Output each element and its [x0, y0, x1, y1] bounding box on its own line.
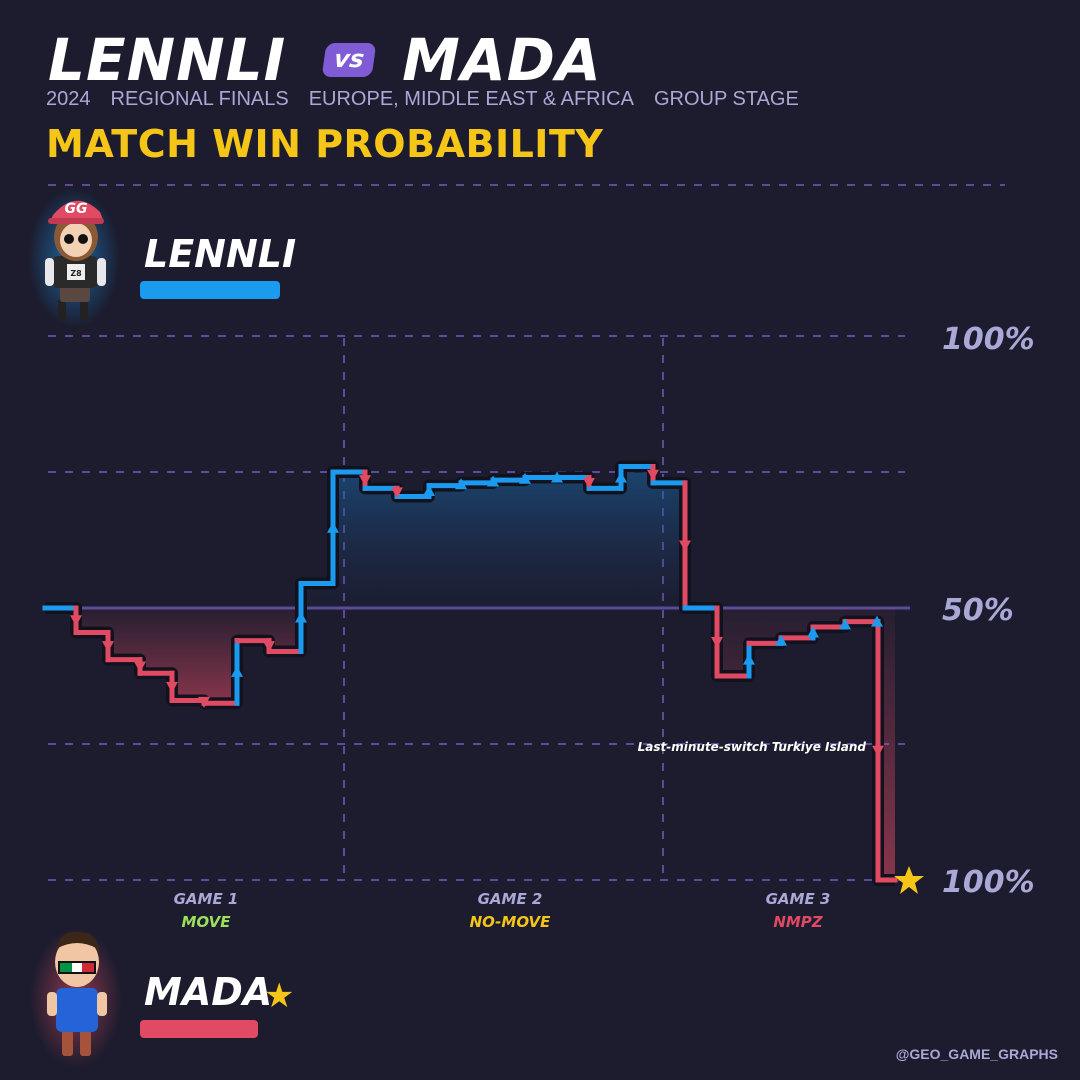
- mada-point-marker: [872, 745, 884, 757]
- lennli-avatar: Z8 GG: [28, 188, 120, 328]
- player-bottom-name: MADA: [144, 970, 273, 1014]
- mada-point-marker: [359, 475, 371, 487]
- mada-point-marker: [134, 661, 146, 673]
- mada-point-marker: [711, 637, 723, 648]
- watermark: @GEO_GAME_GRAPHS: [895, 1046, 1058, 1062]
- mada-point-marker: [583, 477, 595, 489]
- annotation-switch: Last-minute-switch Turkiye Island: [638, 740, 867, 754]
- meta-region: EUROPE, MIDDLE EAST & AFRICA: [308, 88, 634, 110]
- lennli-point-marker: [327, 521, 339, 533]
- game-1-label: GAME 1: [174, 890, 239, 908]
- game-2-label: GAME 2: [478, 890, 543, 908]
- y-tick-mid: 50%: [942, 593, 1014, 628]
- mada-avatar: [30, 928, 122, 1068]
- meta-year: 2024: [46, 88, 91, 110]
- y-tick-top: 100%: [942, 322, 1035, 357]
- lennli-point-marker: [423, 485, 435, 497]
- lennli-point-marker: [487, 475, 499, 487]
- game-3-label: GAME 3: [766, 890, 831, 908]
- lennli-point-marker: [775, 634, 787, 646]
- player-top-name: LENNLI: [144, 232, 297, 276]
- lennli-point-marker: [231, 665, 243, 677]
- lennli-point-marker: [455, 478, 467, 490]
- player-bottom-color-bar: [140, 1020, 258, 1038]
- mada-point-marker: [391, 487, 403, 499]
- player2-title: MADA: [402, 26, 602, 94]
- title-row: LENNLI vs MADA: [48, 28, 602, 92]
- game-1-mode: MOVE: [182, 913, 232, 931]
- lennli-point-marker: [519, 472, 531, 484]
- lennli-point-marker: [807, 626, 819, 638]
- meta-stage: GROUP STAGE: [653, 88, 799, 110]
- mada-point-marker: [263, 641, 275, 653]
- lennli-point-marker: [871, 615, 883, 627]
- mada-point-marker: [166, 681, 178, 693]
- mada-point-marker: [70, 615, 82, 627]
- winner-star-icon-label: ★: [264, 976, 295, 1016]
- winner-star-icon: [894, 866, 924, 894]
- player-top-color-bar: [140, 281, 280, 299]
- match-meta: 2024 REGIONAL FINALS EUROPE, MIDDLE EAST…: [46, 88, 799, 111]
- mada-point-marker: [679, 540, 691, 552]
- lennli-point-marker: [743, 653, 755, 665]
- area-fill: [76, 466, 895, 880]
- cap-text: GG: [65, 201, 88, 217]
- game-2-mode: NO-MOVE: [470, 913, 552, 931]
- lennli-point-marker: [551, 471, 563, 483]
- game-3-mode: NMPZ: [773, 913, 823, 931]
- lennli-point-marker: [839, 618, 851, 630]
- event-markers: [70, 469, 884, 757]
- mada-area: [76, 608, 301, 704]
- y-tick-bottom: 100%: [942, 865, 1035, 900]
- mada-point-marker: [102, 641, 114, 653]
- mada-point-marker: [198, 696, 210, 708]
- player1-title: LENNLI: [48, 26, 287, 94]
- meta-event: REGIONAL FINALS: [110, 88, 289, 110]
- lennli-point-marker: [295, 611, 307, 623]
- mada-area: [717, 608, 895, 880]
- svg-text:Z8: Z8: [70, 269, 82, 278]
- lennli-point-marker: [615, 471, 627, 483]
- chart-title: MATCH WIN PROBABILITY: [46, 122, 604, 166]
- mada-point-marker: [647, 469, 659, 481]
